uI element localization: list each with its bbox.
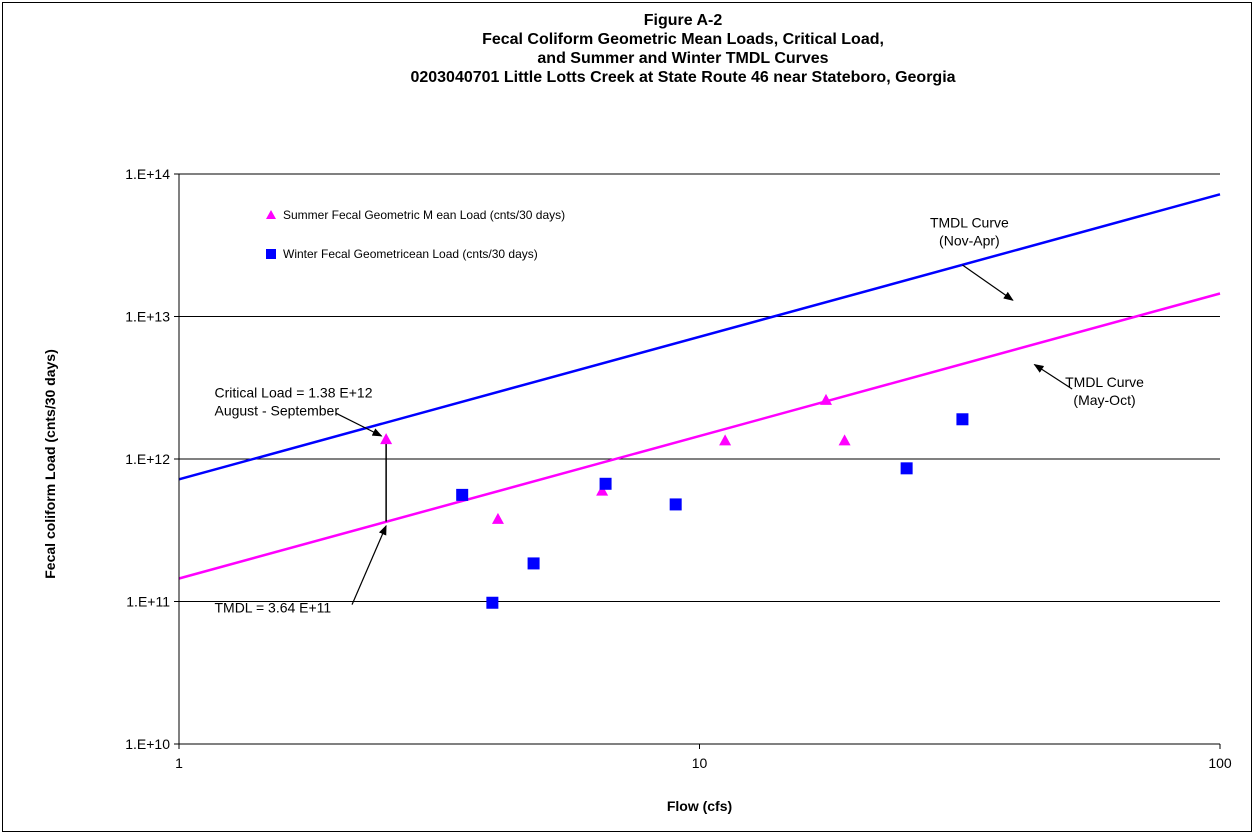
annotation-arrow-tmdl-curve-winter [962, 264, 1014, 301]
data-points [380, 393, 969, 609]
winter-point-3 [599, 477, 612, 490]
annotation-tmdl-curve-winter-line-0: TMDL Curve [930, 215, 1009, 231]
y-tick-label-0: 1.E+10 [125, 736, 170, 752]
chart-svg: Figure A-2 Fecal Coliform Geometric Mean … [42, 12, 1232, 814]
y-tick-label-4: 1.E+14 [125, 166, 170, 182]
legend-marker-summer [266, 210, 276, 219]
series-line-2 [178, 193, 1221, 481]
grid-lines [179, 173, 1220, 602]
annotation-arrow-tmdl-curve-summer [1033, 364, 1073, 390]
x-axis-label: Flow (cfs) [667, 798, 732, 814]
legend-marker-winter [266, 249, 276, 259]
winter-point-4 [669, 498, 682, 511]
y-axis-label: Fecal coliform Load (cnts/30 days) [42, 349, 58, 579]
summer-point-1 [491, 512, 504, 524]
title-line-2: and Summer and Winter TMDL Curves [537, 50, 828, 67]
winter-point-0 [456, 488, 469, 501]
tick-labels: 1.E+10 1.E+11 1.E+12 1.E+13 1.E+14 1 10 100 [125, 166, 1232, 771]
summer-point-3 [719, 434, 732, 446]
annotation-critical-load-line-0: Critical Load = 1.38 E+12 [214, 385, 372, 401]
annotation-tmdl-curve-summer-line-1: (May-Oct) [1073, 392, 1135, 408]
x-tick-label-2: 100 [1208, 755, 1232, 771]
winter-point-6 [956, 413, 969, 426]
title-line-1: Fecal Coliform Geometric Mean Loads, Cri… [482, 31, 884, 48]
annotation-tmdl-curve-winter-line-1: (Nov-Apr) [939, 233, 1000, 249]
annotation-tmdl-value-line-0: TMDL = 3.64 E+11 [214, 599, 331, 615]
annotation-lines [335, 264, 1073, 605]
summer-point-0 [380, 433, 393, 445]
annotation-arrow-critical-load [335, 412, 383, 437]
summer-point-4 [820, 393, 833, 405]
title-line-3: 0203040701 Little Lotts Creek at State R… [410, 69, 955, 86]
y-tick-label-2: 1.E+12 [125, 451, 170, 467]
annotation-arrow-tmdl-value [351, 524, 387, 605]
winter-point-5 [900, 462, 913, 475]
winter-point-1 [486, 596, 499, 609]
winter-point-2 [527, 557, 540, 570]
tmdl-lines [178, 193, 1221, 580]
legend-label-1: Winter Fecal Geometricean Load (cnts/30 … [283, 247, 538, 261]
axes [174, 173, 1221, 749]
summer-point-5 [838, 434, 851, 446]
title-line-0: Figure A-2 [644, 12, 723, 29]
x-tick-label-0: 1 [175, 755, 183, 771]
x-tick-label-1: 10 [692, 755, 708, 771]
annotation-text: Critical Load = 1.38 E+12 August - Septem… [214, 215, 1144, 616]
series-line-3 [178, 292, 1221, 580]
legend-label-0: Summer Fecal Geometric M ean Load (cnts/… [283, 208, 565, 222]
y-tick-label-1: 1.E+11 [126, 594, 170, 610]
summer-point-2 [596, 484, 609, 496]
legend: Summer Fecal Geometric M ean Load (cnts/… [266, 208, 565, 261]
annotation-critical-load-line-1: August - September [214, 403, 339, 419]
annotation-tmdl-curve-summer-line-0: TMDL Curve [1065, 374, 1144, 390]
y-tick-label-3: 1.E+13 [125, 309, 170, 325]
chart-title: Figure A-2 Fecal Coliform Geometric Mean … [410, 12, 955, 86]
